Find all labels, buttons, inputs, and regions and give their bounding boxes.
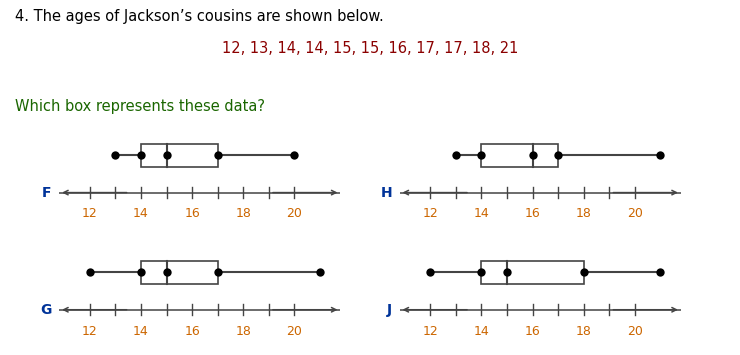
Text: G: G (40, 303, 52, 317)
Text: J: J (387, 303, 392, 317)
Text: 4. The ages of Jackson’s cousins are shown below.: 4. The ages of Jackson’s cousins are sho… (15, 9, 383, 24)
Text: 14: 14 (474, 324, 489, 338)
Bar (141, 144, 218, 167)
Text: 14: 14 (133, 207, 149, 220)
Text: 18: 18 (235, 324, 251, 338)
Text: Which box represents these data?: Which box represents these data? (15, 99, 265, 114)
Text: 18: 18 (576, 207, 591, 220)
Text: F: F (42, 186, 52, 200)
Text: 18: 18 (576, 324, 591, 338)
Text: 12: 12 (423, 324, 438, 338)
Text: 20: 20 (627, 324, 643, 338)
Text: 12: 12 (82, 324, 98, 338)
Bar (141, 261, 218, 284)
Bar (482, 261, 584, 284)
Text: 16: 16 (184, 324, 200, 338)
Text: 12: 12 (82, 207, 98, 220)
Text: 12: 12 (423, 207, 438, 220)
Text: 18: 18 (235, 207, 251, 220)
Text: 12, 13, 14, 14, 15, 15, 16, 17, 17, 18, 21: 12, 13, 14, 14, 15, 15, 16, 17, 17, 18, … (222, 41, 518, 56)
Bar (482, 144, 558, 167)
Text: 16: 16 (184, 207, 200, 220)
Text: 20: 20 (286, 207, 303, 220)
Text: 16: 16 (525, 324, 540, 338)
Text: 16: 16 (525, 207, 540, 220)
Text: 14: 14 (133, 324, 149, 338)
Text: 20: 20 (627, 207, 643, 220)
Text: H: H (380, 186, 392, 200)
Text: 14: 14 (474, 207, 489, 220)
Text: 20: 20 (286, 324, 303, 338)
